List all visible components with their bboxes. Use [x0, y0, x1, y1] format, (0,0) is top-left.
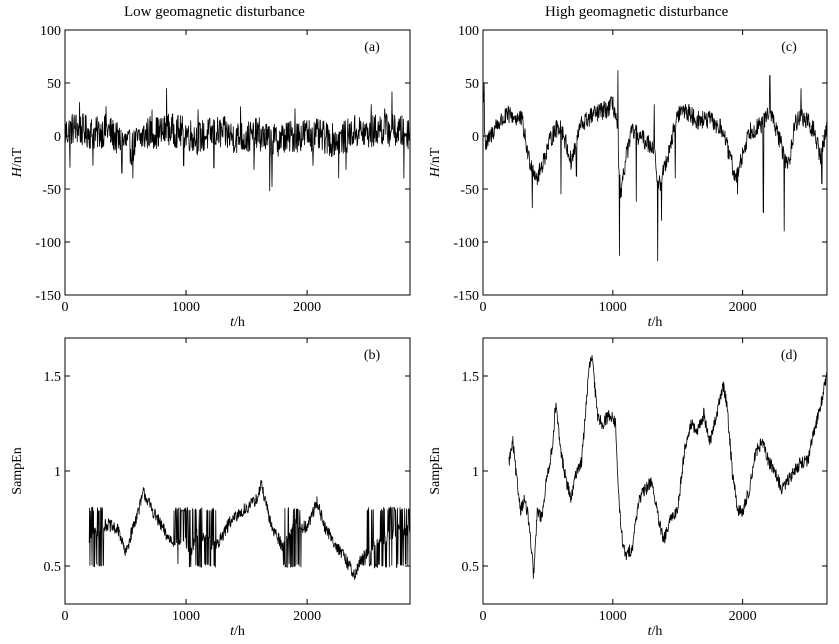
series-line-a: [65, 88, 410, 192]
x-tick-label-a-1: 1000: [172, 300, 200, 315]
y-tick-label-a-1: -100: [35, 236, 61, 251]
x-tick-label-a-2: 2000: [293, 300, 321, 315]
left-column-title: Low geomagnetic disturbance: [124, 4, 305, 20]
panel-b: 0 1000 2000 0.5 1 1.5 (b) t/h SampEn: [10, 337, 411, 639]
panel-a: 0 1000 2000 -150 -100 -50 0 50 100 (a) t/h H/nT: [10, 24, 411, 330]
y-axis-label-c: H/nT: [428, 147, 443, 178]
y-tick-label-c-5: 100: [458, 24, 479, 39]
axes-frame-c: [482, 29, 828, 296]
y-axis-label-b: SampEn: [10, 447, 25, 494]
y-tick-label-d-0: 0.5: [462, 560, 480, 575]
y-tick-label-a-0: -150: [35, 289, 61, 304]
x-tick-label-d-1: 1000: [599, 609, 627, 624]
x-tick-label-c-0: 0: [480, 300, 487, 315]
panel-c: 0 1000 2000 -150 -100 -50 0 50 100 (c) t/h H/nT: [428, 24, 828, 330]
axes-frame-a: [64, 29, 411, 296]
y-tick-label-b-2: 1.5: [44, 370, 62, 385]
x-tick-label-b-2: 2000: [293, 609, 321, 624]
x-axis-label-a: t/h: [230, 315, 245, 330]
panel-label-c: (c): [781, 40, 797, 55]
y-tick-label-b-0: 0.5: [44, 560, 62, 575]
y-tick-label-b-1: 1: [54, 465, 61, 480]
x-axis-label-d: t/h: [648, 624, 663, 639]
x-tick-label-c-2: 2000: [729, 300, 757, 315]
x-tick-label-d-0: 0: [480, 609, 487, 624]
series-line-b: [88, 480, 410, 580]
y-tick-label-a-5: 100: [40, 24, 61, 39]
y-tick-label-c-4: 50: [465, 77, 479, 92]
panel-label-a: (a): [364, 40, 380, 55]
y-tick-label-a-3: 0: [54, 130, 61, 145]
x-tick-label-b-0: 0: [62, 609, 69, 624]
panel-label-d: (d): [781, 348, 798, 363]
y-tick-label-c-2: -50: [460, 183, 479, 198]
x-tick-label-a-0: 0: [62, 300, 69, 315]
y-axis-label-d: SampEn: [428, 447, 443, 494]
y-tick-label-d-2: 1.5: [462, 370, 480, 385]
y-axis-label-a: H/nT: [10, 147, 25, 178]
x-axis-label-b: t/h: [230, 624, 245, 639]
y-tick-label-d-1: 1: [472, 465, 479, 480]
axes-frame-b: [64, 337, 411, 605]
panel-label-b: (b): [364, 348, 381, 363]
series-line-d: [508, 355, 827, 579]
x-tick-label-d-2: 2000: [729, 609, 757, 624]
panel-d: 0 1000 2000 0.5 1 1.5 (d) t/h SampEn: [428, 337, 828, 639]
y-tick-label-a-2: -50: [42, 183, 61, 198]
y-tick-label-a-4: 50: [47, 77, 61, 92]
x-tick-label-b-1: 1000: [172, 609, 200, 624]
x-axis-label-c: t/h: [648, 315, 663, 330]
y-tick-label-c-0: -150: [453, 289, 479, 304]
x-tick-label-c-1: 1000: [599, 300, 627, 315]
series-line-c: [483, 70, 827, 262]
right-column-title: High geomagnetic disturbance: [545, 4, 729, 20]
y-tick-label-c-1: -100: [453, 236, 479, 251]
y-tick-label-c-3: 0: [472, 130, 479, 145]
